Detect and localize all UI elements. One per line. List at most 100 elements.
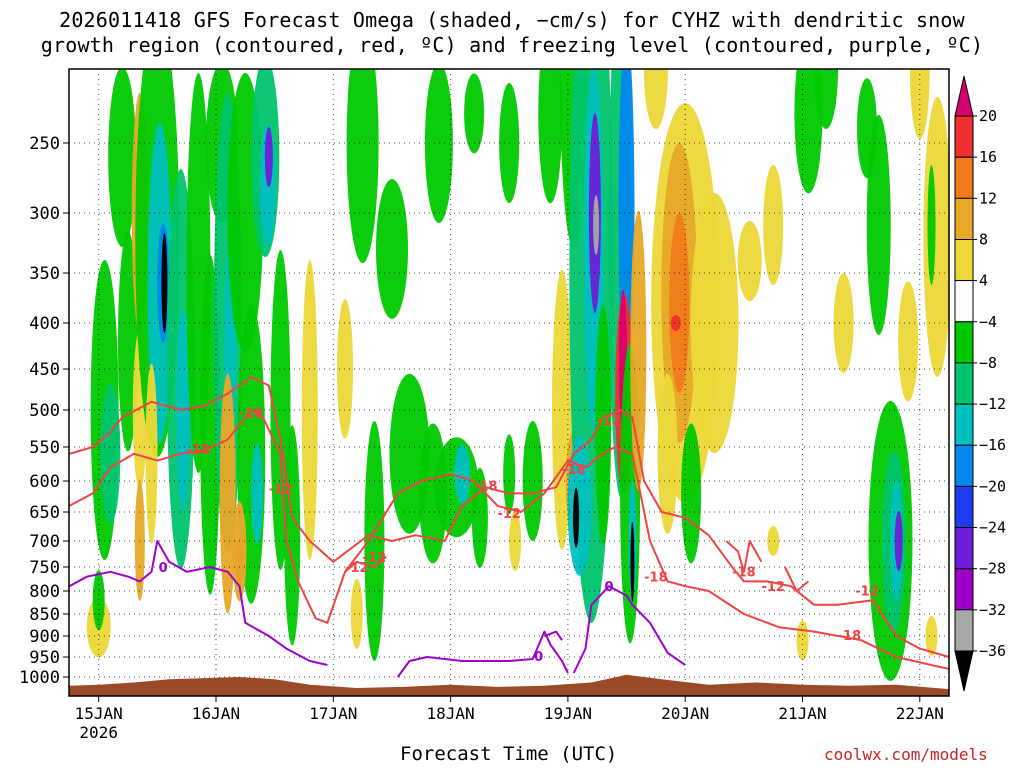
colorbar-label: 4 (979, 272, 988, 290)
colorbar-label: −16 (979, 436, 1006, 454)
omega-cell (251, 443, 264, 544)
dgz-contour-label: -18 (187, 443, 211, 458)
dgz-contour-label: -12 (597, 414, 621, 429)
omega-cell (794, 69, 823, 194)
colorbar-swatch (954, 156, 974, 199)
colorbar-swatch (954, 609, 974, 652)
omega-cell (593, 195, 600, 255)
dgz-contour-label: -18 (732, 566, 756, 581)
omega-cell (814, 69, 838, 129)
omega-cell (925, 616, 938, 656)
omega-cell (927, 165, 936, 285)
y-tick-label: 400 (29, 314, 60, 334)
freezing-contour (69, 540, 328, 666)
x-tick-label: 18JAN (427, 704, 475, 723)
y-tick-label: 750 (29, 558, 60, 578)
omega-cell (657, 373, 678, 534)
freezing-contour-label: 0 (534, 650, 543, 665)
omega-cell (595, 304, 612, 545)
terrain (69, 674, 949, 696)
x-tick-label: 21JAN (778, 704, 826, 723)
omega-shading (86, 69, 949, 681)
x-tick-label: 19JAN (544, 704, 592, 723)
omega-cell (866, 115, 891, 335)
y-tick-label: 500 (29, 401, 60, 421)
colorbar-arrow-bottom (954, 650, 974, 692)
colorbar-label: −28 (979, 560, 1006, 578)
colorbar-swatch (954, 485, 974, 529)
y-tick-label: 650 (29, 503, 60, 523)
omega-cell (100, 383, 121, 524)
colorbar-label: −20 (979, 477, 1006, 495)
colorbar-arrow-top (954, 75, 974, 117)
colorbar-swatch (954, 239, 974, 282)
omega-cell (509, 511, 522, 571)
omega-cell (763, 165, 784, 285)
omega-cell (464, 73, 485, 154)
omega-cell (108, 69, 137, 247)
y-tick-label: 550 (29, 438, 60, 458)
credit-link[interactable]: coolwx.com/models (824, 745, 988, 764)
colorbar-swatch (954, 115, 974, 158)
dgz-contour-label: -12 (855, 585, 879, 600)
dgz-contour-label: -18 (474, 479, 498, 494)
colorbar-label: −36 (979, 642, 1006, 660)
omega-cell (522, 421, 543, 541)
colorbar: 20 16 12 8 4 −4 −8 −12 −16 −20 −24 −28 −32 −36 (954, 75, 1006, 692)
x-axis-title: Forecast Time (UTC) (400, 743, 618, 765)
colorbar-swatch (954, 362, 974, 405)
colorbar-label: −8 (979, 354, 997, 372)
omega-cell (264, 127, 273, 187)
colorbar-swatch (954, 321, 974, 364)
y-tick-label: 850 (29, 605, 60, 625)
dgz-contour-minus18 (69, 376, 949, 658)
omega-cell (573, 487, 580, 548)
dgz-contour-label: -12 (345, 561, 369, 576)
dgz-contour-label: -12 (497, 507, 521, 522)
y-tick-label: 350 (29, 264, 60, 284)
omega-cell (909, 69, 930, 139)
dgz-contour-loop (784, 566, 810, 592)
dgz-contour-label: -12 (269, 482, 293, 497)
dgz-contour-label: -12 (761, 580, 785, 595)
grid (69, 69, 949, 696)
omega-cell (232, 501, 247, 602)
colorbar-swatch (954, 568, 974, 611)
colorbar-label: 12 (979, 189, 997, 207)
dgz-contour-label: -18 (562, 463, 586, 478)
y-tick-label: 900 (29, 627, 60, 647)
omega-cell (284, 425, 301, 646)
y-tick-label: 1000 (19, 668, 60, 688)
colorbar-swatch (954, 403, 974, 446)
omega-cell (833, 273, 854, 373)
omega-cell (424, 69, 453, 223)
omega-cell (643, 69, 668, 129)
omega-cell (376, 179, 408, 319)
y-tick-label: 800 (29, 582, 60, 602)
dgz-contour-label: -18 (838, 629, 862, 644)
freezing-contour (396, 630, 569, 678)
freezing-contour-loop (544, 630, 563, 641)
dgz-contour-loop (344, 555, 387, 573)
x-tick-label: 22JAN (896, 704, 944, 723)
x-tick-label: 15JAN (75, 704, 123, 723)
x-tick-label: 16JAN (192, 704, 240, 723)
omega-cell (630, 521, 635, 602)
omega-cell (454, 444, 471, 505)
dgz-contour-label: -18 (644, 570, 668, 585)
dgz-contour-minus12 (69, 409, 949, 670)
omega-cell (346, 69, 379, 263)
y-tick-label: 450 (29, 360, 60, 380)
colorbar-label: 16 (979, 148, 997, 166)
omega-cell (898, 281, 919, 402)
dgz-contour-label: -12 (363, 551, 387, 566)
plot-frame (68, 68, 950, 697)
colorbar-swatch (954, 527, 974, 570)
y-tick-label: 700 (29, 532, 60, 552)
omega-cell (737, 221, 762, 301)
dgz-contour-label: -18 (239, 406, 263, 421)
y-tick-label: 600 (29, 472, 60, 492)
contours: -18-12-18-12-12-18-12-18-12-18 -18-12-18-… (69, 376, 949, 678)
